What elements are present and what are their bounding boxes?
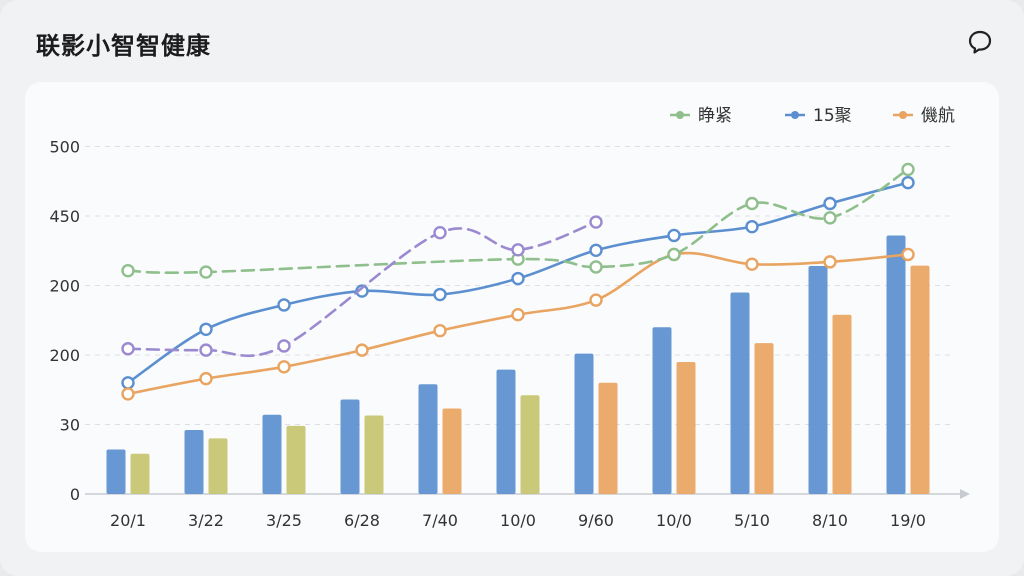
series-line bbox=[126, 220, 598, 358]
x-axis-arrow bbox=[960, 489, 970, 499]
data-point bbox=[823, 211, 837, 225]
data-point bbox=[823, 196, 837, 211]
x-tick-label: 3/25 bbox=[266, 511, 302, 530]
data-point bbox=[433, 323, 447, 338]
bar bbox=[496, 369, 516, 494]
legend-label: 睁紧 bbox=[698, 106, 732, 126]
data-point bbox=[901, 162, 915, 177]
bar bbox=[652, 327, 672, 494]
bar bbox=[574, 353, 594, 494]
page-title: 联影小智智健康 bbox=[36, 32, 211, 60]
x-tick-label: 20/1 bbox=[110, 511, 146, 530]
y-tick-label: 500 bbox=[49, 138, 80, 157]
data-point bbox=[589, 243, 603, 257]
bars bbox=[106, 235, 930, 494]
data-point bbox=[199, 343, 213, 357]
data-point bbox=[511, 243, 525, 257]
chart-card: 0 30 200 200 450 500 20/1 3/22 3/25 6/28 7/40 10/0… bbox=[25, 82, 999, 552]
bar bbox=[910, 265, 930, 494]
data-point bbox=[433, 225, 447, 240]
bar bbox=[418, 384, 438, 494]
bar bbox=[730, 292, 750, 494]
bar bbox=[364, 415, 384, 494]
x-tick-label: 6/28 bbox=[344, 511, 380, 530]
bar bbox=[754, 343, 774, 494]
x-tick-label: 9/60 bbox=[578, 511, 614, 530]
bar bbox=[286, 425, 306, 494]
x-tick-label: 8/10 bbox=[812, 511, 848, 530]
legend: 睁紧 15聚 僟航 bbox=[670, 106, 955, 126]
x-tick-label: 10/0 bbox=[500, 511, 536, 530]
legend-swatch-dot bbox=[899, 111, 907, 119]
y-axis: 0 30 200 200 450 500 bbox=[49, 138, 80, 505]
data-point bbox=[277, 339, 291, 353]
y-tick-label: 30 bbox=[60, 416, 80, 435]
y-tick-label: 200 bbox=[49, 277, 80, 296]
data-point bbox=[199, 322, 213, 336]
data-point bbox=[511, 307, 525, 322]
legend-swatch-dot bbox=[791, 111, 799, 119]
chart: 0 30 200 200 450 500 20/1 3/22 3/25 6/28 7/40 10/0… bbox=[49, 106, 970, 530]
y-tick-label: 0 bbox=[70, 485, 80, 504]
data-point bbox=[433, 287, 447, 302]
data-point bbox=[589, 215, 603, 229]
bar bbox=[262, 414, 282, 494]
bar bbox=[208, 438, 228, 494]
data-point bbox=[121, 342, 135, 356]
data-point bbox=[745, 257, 759, 271]
data-point bbox=[121, 387, 135, 401]
data-point bbox=[511, 271, 525, 286]
data-point bbox=[901, 175, 915, 190]
bar bbox=[340, 399, 360, 494]
data-point bbox=[589, 293, 603, 307]
data-point bbox=[355, 343, 369, 357]
bar bbox=[184, 430, 204, 494]
x-tick-label: 19/0 bbox=[890, 511, 926, 530]
lines bbox=[121, 162, 915, 401]
x-tick-label: 7/40 bbox=[422, 511, 458, 530]
data-point bbox=[667, 228, 681, 243]
y-tick-label: 450 bbox=[49, 207, 80, 226]
data-point bbox=[121, 376, 135, 390]
data-point bbox=[823, 255, 837, 269]
x-tick-label: 5/10 bbox=[734, 511, 770, 530]
x-tick-label: 3/22 bbox=[188, 511, 224, 530]
x-tick-label: 10/0 bbox=[656, 511, 692, 530]
data-point bbox=[277, 298, 291, 312]
legend-label: 15聚 bbox=[813, 106, 852, 126]
bar bbox=[106, 449, 126, 494]
x-axis: 20/1 3/22 3/25 6/28 7/40 10/0 9/60 10/0 5/10 8/10… bbox=[110, 511, 926, 530]
data-point bbox=[199, 265, 213, 279]
bar bbox=[442, 408, 462, 494]
data-point bbox=[901, 247, 915, 262]
bar bbox=[598, 382, 618, 494]
data-point bbox=[667, 247, 681, 262]
data-point bbox=[745, 196, 759, 211]
data-point bbox=[589, 260, 603, 274]
bar bbox=[676, 361, 696, 494]
data-point bbox=[121, 263, 135, 278]
bar bbox=[886, 235, 906, 494]
data-point bbox=[277, 360, 291, 374]
bar bbox=[520, 395, 540, 494]
data-point bbox=[199, 371, 213, 386]
data-point bbox=[745, 219, 759, 234]
bar bbox=[832, 314, 852, 494]
y-tick-label: 200 bbox=[49, 346, 80, 365]
chat-bubble-icon[interactable] bbox=[966, 28, 994, 56]
legend-swatch-dot bbox=[676, 111, 684, 119]
bar bbox=[130, 453, 150, 494]
legend-label: 僟航 bbox=[921, 106, 955, 126]
bar bbox=[808, 266, 828, 494]
